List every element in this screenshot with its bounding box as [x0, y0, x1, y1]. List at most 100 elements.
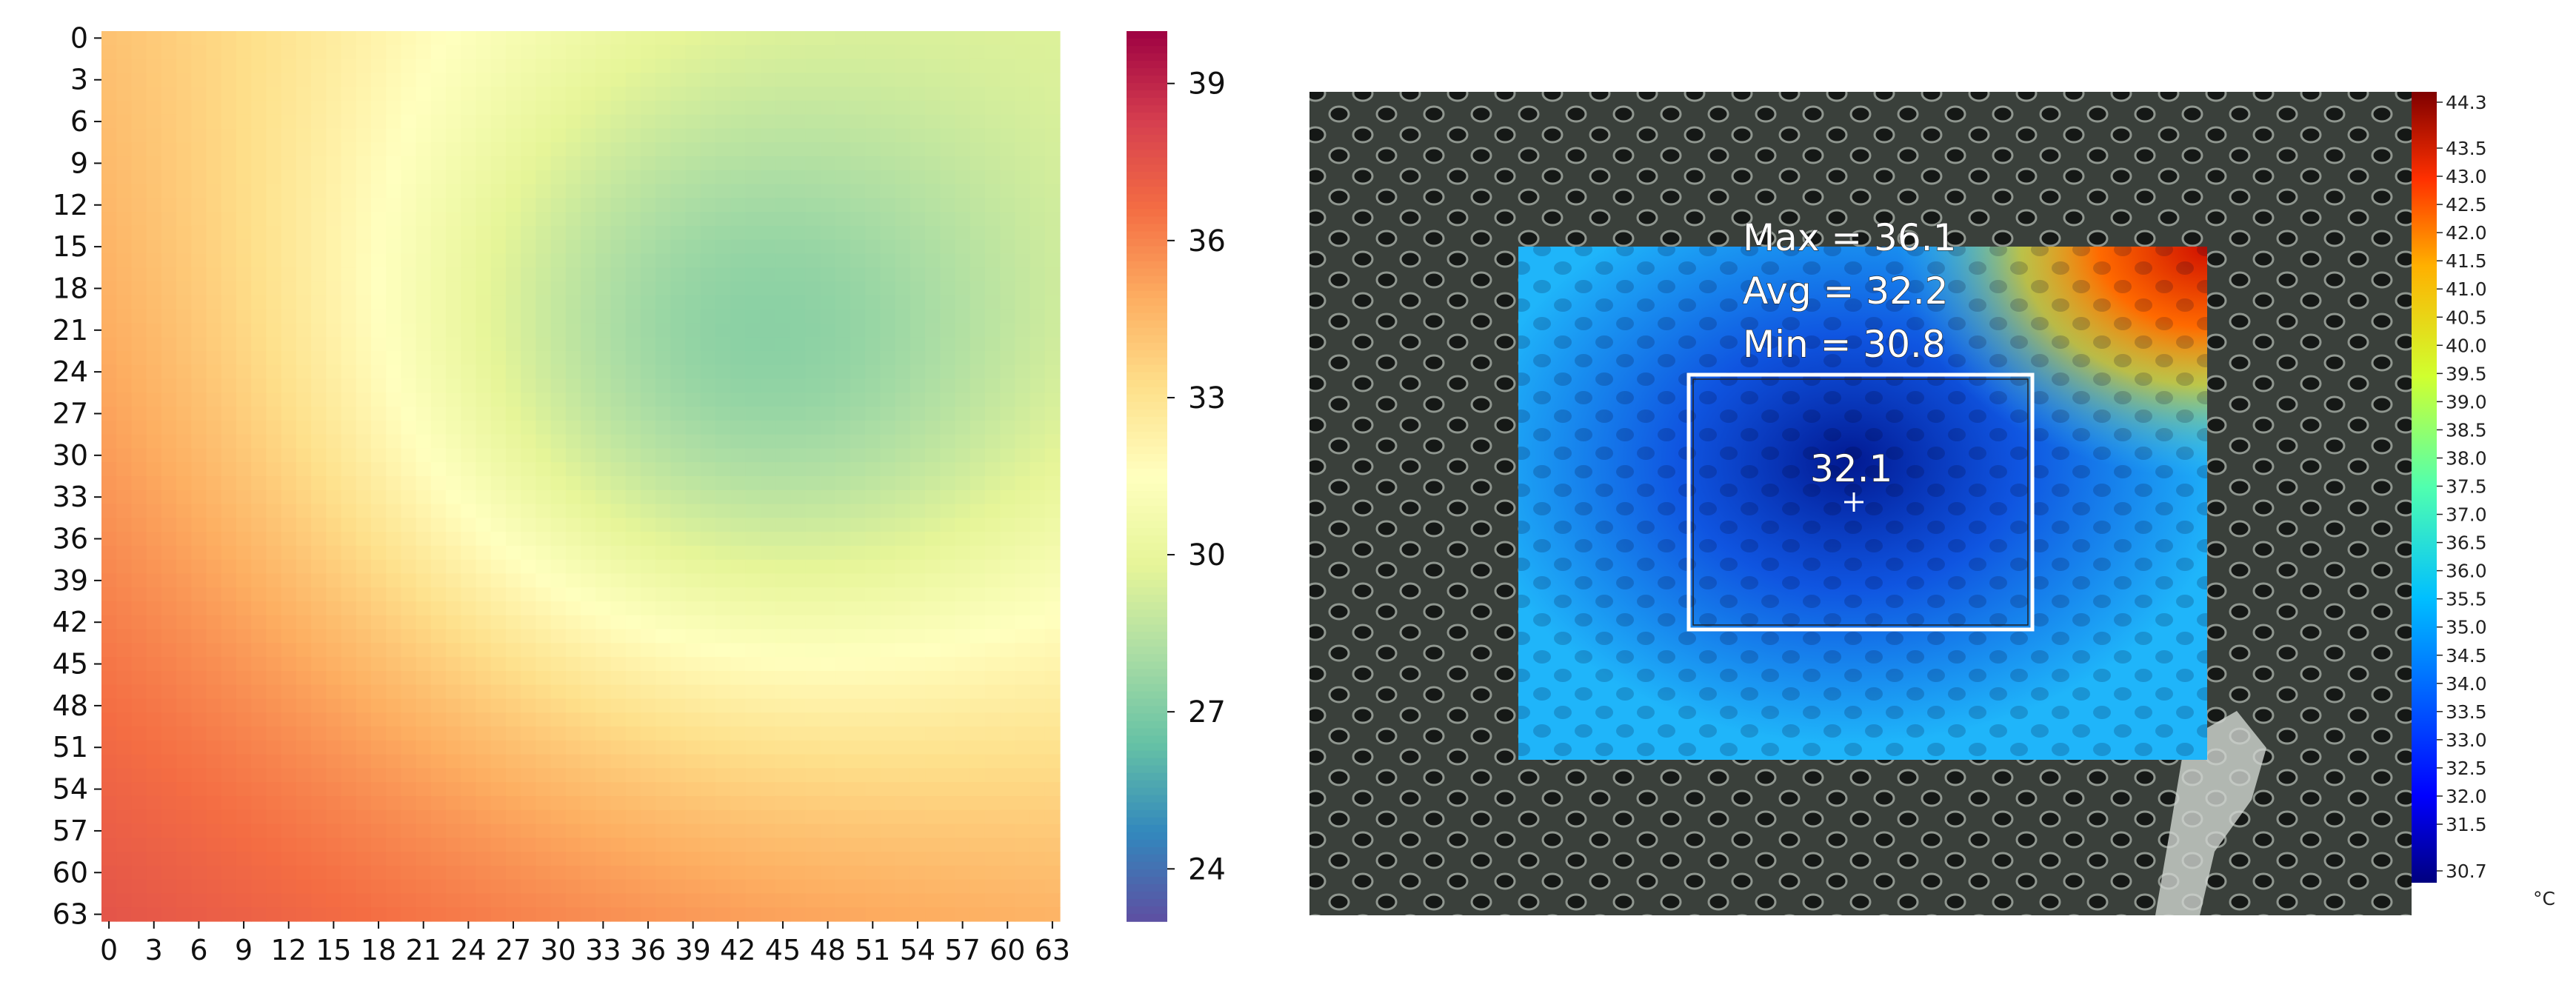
y-tick-label: 9	[70, 147, 88, 179]
heatmap-cell	[236, 448, 252, 463]
heatmap-cell	[326, 768, 342, 783]
heatmap-cell	[790, 407, 806, 421]
heatmap-cell	[1044, 726, 1061, 741]
heatmap-cell	[236, 754, 252, 769]
heatmap-cell	[760, 184, 776, 198]
heatmap-cell	[236, 337, 252, 352]
heatmap-cell	[296, 281, 312, 296]
heatmap-cell	[326, 87, 342, 101]
heatmap-cell	[550, 59, 567, 73]
colorbar-segment	[1127, 83, 1167, 91]
heatmap-cell	[595, 170, 612, 185]
heatmap-cell	[101, 782, 117, 797]
heatmap-cell	[1044, 212, 1061, 227]
heatmap-cell	[416, 462, 432, 477]
heatmap-cell	[805, 893, 821, 908]
heatmap-cell	[505, 684, 521, 700]
heatmap-cell	[581, 184, 596, 198]
heatmap-cell	[206, 865, 222, 881]
heatmap-cell	[595, 392, 612, 407]
heatmap-cell	[655, 44, 671, 60]
heatmap-cell	[356, 309, 372, 324]
heatmap-cell	[266, 323, 282, 338]
heatmap-cell	[266, 754, 282, 769]
measurement-box[interactable]	[1686, 372, 2035, 632]
heatmap-cell	[370, 73, 387, 87]
heatmap-cell	[386, 212, 401, 227]
heatmap-cell	[116, 267, 133, 282]
heatmap-cell	[670, 73, 687, 87]
heatmap-cell	[865, 768, 881, 783]
heatmap-cell	[535, 114, 552, 130]
heatmap-cell	[266, 587, 282, 602]
heatmap-cell	[206, 809, 222, 825]
heatmap-cell	[326, 809, 342, 825]
heatmap-cell	[401, 754, 417, 769]
heatmap-cell	[865, 225, 881, 241]
heatmap-cell	[161, 504, 177, 518]
heatmap-cell	[116, 225, 133, 241]
heatmap-cell	[790, 198, 806, 213]
heatmap-cell	[101, 476, 117, 491]
heatmap-cell	[446, 726, 461, 741]
heatmap-cell	[401, 448, 417, 463]
heatmap-cell	[880, 350, 896, 366]
heatmap-cell	[206, 684, 222, 700]
heatmap-cell	[1000, 267, 1015, 282]
heatmap-cell	[161, 184, 177, 198]
heatmap-cell	[581, 559, 596, 575]
heatmap-cell	[116, 740, 133, 755]
heatmap-cell	[206, 907, 222, 922]
heatmap-cell	[535, 170, 552, 185]
heatmap-cell	[910, 323, 926, 338]
heatmap-cell	[895, 545, 911, 561]
x-tick-label: 0	[100, 934, 118, 966]
heatmap-cell	[970, 657, 986, 672]
heatmap-cell	[161, 170, 177, 185]
heatmap-cell	[296, 59, 312, 73]
heatmap-cell	[161, 643, 177, 658]
heatmap-cell	[565, 490, 581, 505]
heatmap-cell	[221, 100, 237, 116]
heatmap-cell	[835, 782, 851, 797]
heatmap-cell	[176, 545, 192, 561]
heatmap-cell	[625, 823, 641, 838]
heatmap-cell	[116, 782, 133, 797]
heatmap-cell	[775, 448, 791, 463]
heatmap-cell	[101, 267, 117, 282]
heatmap-cell	[565, 809, 581, 825]
heatmap-cell	[101, 768, 117, 783]
heatmap-cell	[1030, 87, 1046, 101]
heatmap-cell	[401, 198, 417, 213]
heatmap-cell	[341, 879, 357, 895]
heatmap-cell	[880, 809, 896, 825]
heatmap-cell	[940, 462, 956, 477]
heatmap-cell	[715, 378, 731, 393]
heatmap-cell	[805, 59, 821, 73]
heatmap-cell	[296, 142, 312, 157]
heatmap-cell	[790, 907, 806, 922]
heatmap-cell	[715, 670, 731, 686]
heatmap-cell	[430, 267, 447, 282]
heatmap-cell	[505, 865, 521, 881]
heatmap-cell	[1000, 795, 1015, 811]
heatmap-cell	[730, 601, 747, 616]
heatmap-cell	[446, 740, 461, 755]
heatmap-cell	[446, 128, 461, 143]
heatmap-cell	[880, 239, 896, 255]
heatmap-cell	[1000, 239, 1015, 255]
colorbar-segment	[1127, 253, 1167, 262]
heatmap-cell	[760, 684, 776, 700]
heatmap-cell	[281, 170, 297, 185]
heatmap-cell	[476, 601, 492, 616]
heatmap-cell	[206, 657, 222, 672]
heatmap-cell	[610, 893, 627, 908]
heatmap-cell	[116, 392, 133, 407]
heatmap-cell	[191, 434, 207, 450]
heatmap-cell	[370, 212, 387, 227]
heatmap-cell	[356, 559, 372, 575]
heatmap-cell	[370, 114, 387, 130]
heatmap-cell	[940, 518, 956, 532]
heatmap-cell	[191, 462, 207, 477]
heatmap-cell	[490, 462, 507, 477]
